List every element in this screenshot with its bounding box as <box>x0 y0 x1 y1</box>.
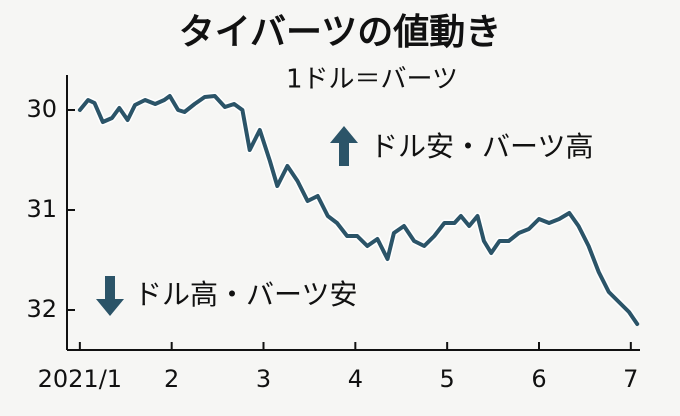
chart-title: タイバーツの値動き <box>179 12 502 53</box>
x-tick-label: 7 <box>623 365 638 393</box>
x-tick-label: 5 <box>440 365 455 393</box>
line-series <box>77 94 640 326</box>
x-tick-label: 4 <box>348 365 363 393</box>
x-tick-label: 2021/1 <box>38 365 122 393</box>
x-tick-label: 2 <box>164 365 179 393</box>
x-tick-label: 3 <box>256 365 271 393</box>
down-arrow <box>96 276 124 316</box>
y-tick-label: 30 <box>26 95 57 123</box>
annotation: ドル高・バーツ安 <box>134 278 357 311</box>
x-tick-label: 6 <box>531 365 546 393</box>
y-tick-label: 32 <box>26 295 57 323</box>
y-tick-label: 31 <box>26 195 57 223</box>
annotation: ドル安・バーツ高 <box>370 130 593 163</box>
chart-subtitle: 1ドル＝バーツ <box>286 65 458 95</box>
up-arrow <box>330 126 358 166</box>
